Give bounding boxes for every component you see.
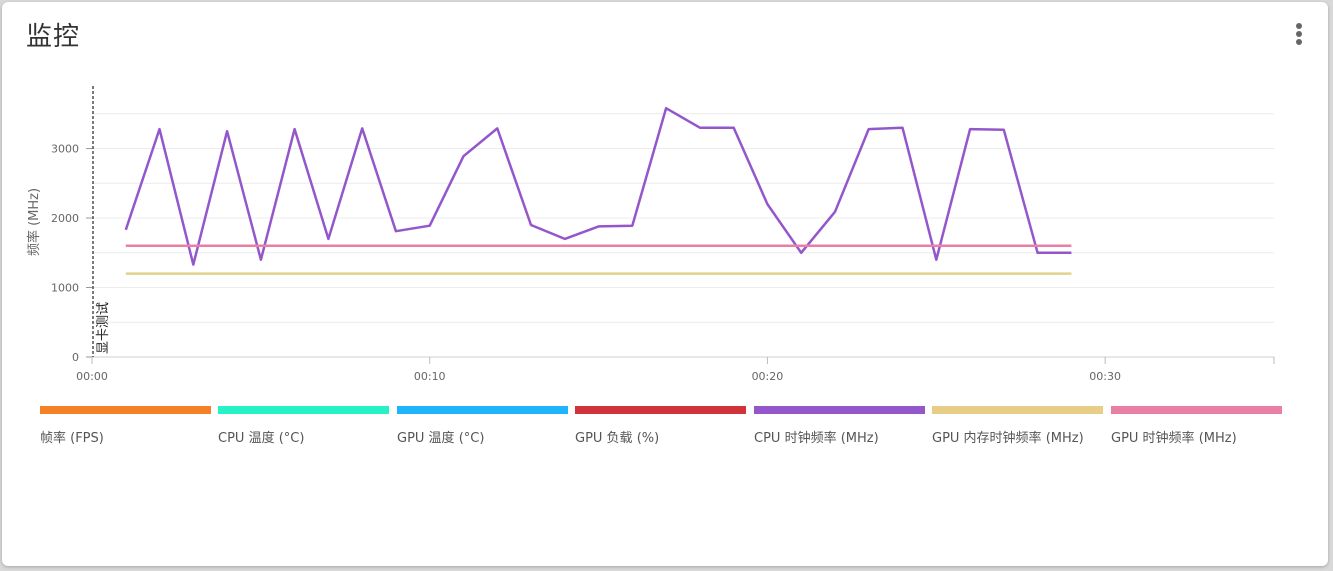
legend-color-bar (932, 406, 1103, 414)
legend-label: CPU 时钟频率 (MHz) (754, 431, 879, 446)
legend-item[interactable]: GPU 内存时钟频率 (MHz) (932, 406, 1104, 446)
x-tick-label: 00:20 (752, 370, 784, 383)
legend-item[interactable]: GPU 时钟频率 (MHz) (1111, 406, 1283, 446)
legend-label: GPU 负载 (%) (575, 431, 660, 446)
legend-label: GPU 时钟频率 (MHz) (1111, 431, 1237, 446)
x-tick-label: 00:30 (1089, 370, 1121, 383)
legend-label: GPU 内存时钟频率 (MHz) (932, 431, 1084, 446)
legend-color-bar (1111, 406, 1282, 414)
legend-label: 帧率 (FPS) (40, 431, 104, 446)
menu-dot (1296, 39, 1302, 45)
y-tick-label: 2000 (51, 212, 79, 225)
legend-label: CPU 温度 (°C) (218, 431, 305, 446)
legend-color-bar (218, 406, 389, 414)
y-axis-label: 频率 (MHz) (26, 188, 42, 256)
menu-dot (1296, 23, 1302, 29)
legend-color-bar (575, 406, 746, 414)
legend-item[interactable]: GPU 温度 (°C) (397, 406, 569, 446)
more-options-icon[interactable] (1292, 22, 1306, 50)
card-title: 监控 (26, 22, 81, 52)
legend-item[interactable]: CPU 时钟频率 (MHz) (754, 406, 926, 446)
y-tick-label: 1000 (51, 282, 79, 295)
legend-item[interactable]: CPU 温度 (°C) (218, 406, 390, 446)
legend-item[interactable]: 帧率 (FPS) (40, 406, 212, 446)
x-tick-label: 00:10 (414, 370, 446, 383)
frequency-chart: 0 1000 2000 3000 00:00 00:10 00:20 00:30 频率 (MHz… (26, 86, 1275, 383)
legend-color-bar (754, 406, 925, 414)
series-line (124, 106, 1072, 266)
legend-color-bar (397, 406, 568, 414)
legend-color-bar (40, 406, 211, 414)
test-marker-label: 显卡测试 (96, 302, 111, 354)
x-tick-label: 00:00 (76, 370, 108, 383)
legend-item[interactable]: GPU 负载 (%) (575, 406, 747, 446)
y-tick-label: 0 (72, 351, 79, 364)
y-tick-label: 3000 (51, 143, 79, 156)
legend-label: GPU 温度 (°C) (397, 431, 485, 446)
menu-dot (1296, 31, 1302, 37)
